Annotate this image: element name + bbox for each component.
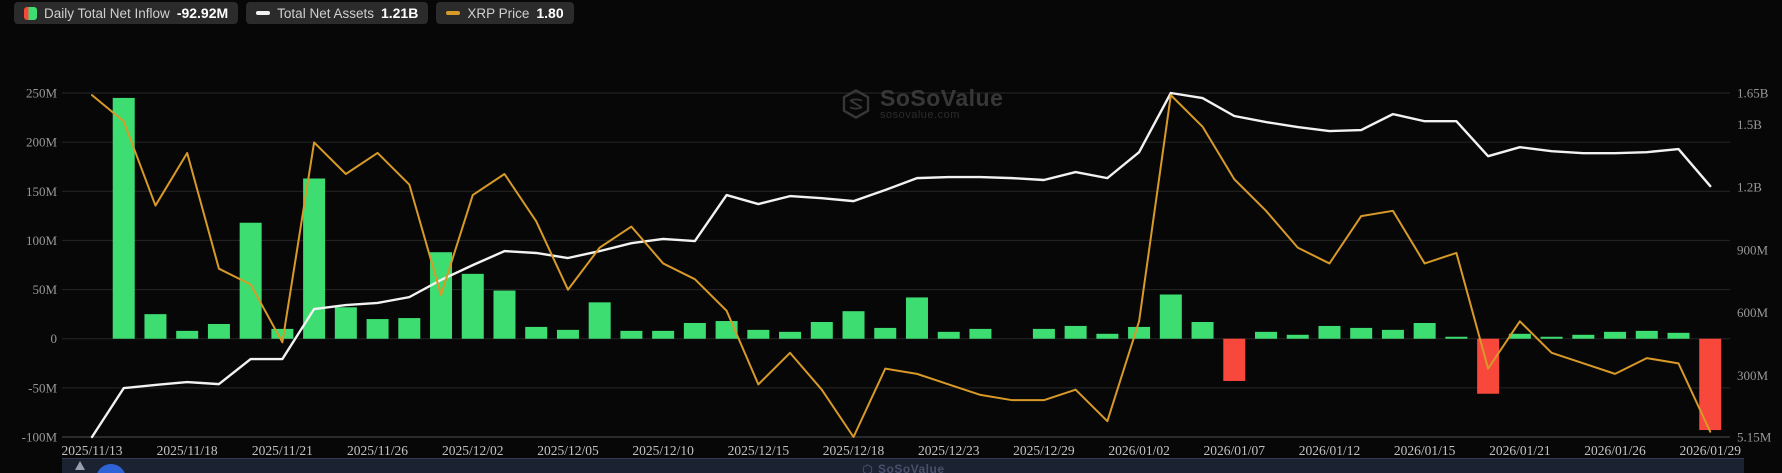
- x-axis-tick-label: 2026/01/12: [1299, 443, 1361, 458]
- x-axis-tick-label: 2025/12/29: [1013, 443, 1075, 458]
- inflow-bar[interactable]: [335, 307, 357, 338]
- legend-item-xrp-price[interactable]: XRP Price 1.80: [436, 2, 573, 24]
- inflow-bar[interactable]: [462, 274, 484, 339]
- right-axis-tick-label: 1.5B: [1737, 117, 1762, 132]
- inflow-bar[interactable]: [652, 331, 674, 339]
- inflow-bar[interactable]: [144, 314, 166, 339]
- x-axis-tick-label: 2026/01/15: [1394, 443, 1456, 458]
- left-axis-tick-label: -100M: [22, 430, 58, 445]
- x-axis-tick-label: 2025/11/26: [347, 443, 408, 458]
- left-axis-tick-label: 200M: [26, 135, 58, 150]
- inflow-bar[interactable]: [1636, 331, 1658, 339]
- x-axis-tick-label: 2026/01/07: [1204, 443, 1266, 458]
- price-dash-icon: [446, 11, 460, 15]
- inflow-bar[interactable]: [398, 318, 420, 339]
- inflow-bar[interactable]: [1572, 335, 1594, 339]
- inflow-bar[interactable]: [906, 297, 928, 338]
- inflow-bar[interactable]: [208, 324, 230, 339]
- x-axis-tick-label: 2026/01/26: [1584, 443, 1646, 458]
- strip-watermark: SoSoValue: [862, 462, 945, 473]
- legend-value: 1.21B: [381, 5, 418, 21]
- inflow-bar[interactable]: [1350, 328, 1372, 339]
- x-axis-tick-label: 2026/01/29: [1679, 443, 1741, 458]
- xrp-price-line: [92, 95, 1710, 437]
- right-axis-tick-label: 600M: [1737, 305, 1769, 320]
- assets-dash-icon: [256, 11, 270, 15]
- inflow-bar[interactable]: [1318, 326, 1340, 339]
- inflow-bar[interactable]: [493, 291, 515, 339]
- inflow-bar[interactable]: [811, 322, 833, 339]
- inflow-bar[interactable]: [113, 98, 135, 339]
- inflow-bar[interactable]: [1128, 327, 1150, 339]
- datazoom-strip[interactable]: SoSoValue: [62, 458, 1744, 473]
- inflow-bar[interactable]: [1287, 335, 1309, 339]
- legend-item-total-net-assets[interactable]: Total Net Assets 1.21B: [246, 2, 428, 24]
- right-axis-tick-label: 900M: [1737, 242, 1769, 257]
- left-axis-tick-label: 150M: [26, 184, 58, 199]
- inflow-bar[interactable]: [747, 330, 769, 339]
- x-axis-tick-label: 2025/12/23: [918, 443, 980, 458]
- x-axis-tick-label: 2025/11/13: [61, 443, 122, 458]
- left-axis-tick-label: 50M: [32, 282, 57, 297]
- inflow-bar[interactable]: [176, 331, 198, 339]
- inflow-swatch-icon: [24, 7, 37, 20]
- left-axis-tick-label: 0: [51, 331, 58, 346]
- legend-item-daily-net-inflow[interactable]: Daily Total Net Inflow -92.92M: [14, 2, 238, 24]
- x-axis-tick-label: 2025/12/02: [442, 443, 504, 458]
- inflow-bar[interactable]: [1382, 330, 1404, 339]
- inflow-bar[interactable]: [843, 311, 865, 339]
- inflow-bar[interactable]: [1541, 337, 1563, 339]
- legend-value: 1.80: [536, 5, 563, 21]
- inflow-bar[interactable]: [938, 332, 960, 339]
- inflow-bar[interactable]: [1668, 333, 1690, 339]
- inflow-bar[interactable]: [303, 179, 325, 339]
- inflow-bar[interactable]: [1065, 326, 1087, 339]
- x-axis-tick-label: 2026/01/02: [1108, 443, 1170, 458]
- right-axis-tick-label: 1.2B: [1737, 180, 1762, 195]
- datazoom-handle-icon[interactable]: [75, 461, 85, 470]
- inflow-bar[interactable]: [589, 302, 611, 338]
- inflow-bar[interactable]: [525, 327, 547, 339]
- left-axis-tick-label: 100M: [26, 233, 58, 248]
- inflow-bar[interactable]: [1096, 334, 1118, 339]
- legend-value: -92.92M: [177, 5, 228, 21]
- inflow-bar[interactable]: [620, 331, 642, 339]
- inflow-bar[interactable]: [1160, 294, 1182, 338]
- left-axis-tick-label: -50M: [28, 380, 57, 395]
- x-axis-tick-label: 2025/11/21: [252, 443, 313, 458]
- legend-label: XRP Price: [467, 6, 529, 21]
- legend-label: Total Net Assets: [277, 6, 374, 21]
- x-axis-tick-label: 2026/01/21: [1489, 443, 1551, 458]
- inflow-bar[interactable]: [1445, 337, 1467, 339]
- left-axis-tick-label: 250M: [26, 86, 58, 101]
- x-axis-tick-label: 2025/11/18: [157, 443, 218, 458]
- inflow-bar[interactable]: [684, 323, 706, 339]
- x-axis-tick-label: 2025/12/18: [823, 443, 885, 458]
- right-axis-tick-label: 1.65B: [1737, 86, 1769, 101]
- legend: Daily Total Net Inflow -92.92M Total Net…: [14, 2, 574, 24]
- inflow-bar[interactable]: [1414, 323, 1436, 339]
- right-axis-tick-label: 5.15M: [1737, 430, 1772, 445]
- inflow-bar[interactable]: [779, 332, 801, 339]
- inflow-bar[interactable]: [367, 319, 389, 339]
- x-axis-tick-label: 2025/12/10: [632, 443, 694, 458]
- inflow-bar[interactable]: [1192, 322, 1214, 339]
- right-axis-tick-label: 300M: [1737, 368, 1769, 383]
- x-axis-tick-label: 2025/12/05: [537, 443, 599, 458]
- inflow-bar[interactable]: [1255, 332, 1277, 339]
- net-assets-line: [92, 93, 1710, 437]
- inflow-bar[interactable]: [1033, 329, 1055, 339]
- inflow-bar[interactable]: [874, 328, 896, 339]
- legend-label: Daily Total Net Inflow: [44, 6, 170, 21]
- inflow-bar[interactable]: [969, 329, 991, 339]
- inflow-bar[interactable]: [557, 330, 579, 339]
- inflow-bar[interactable]: [1604, 332, 1626, 339]
- inflow-bar[interactable]: [1223, 339, 1245, 381]
- x-axis-tick-label: 2025/12/15: [728, 443, 790, 458]
- strip-watermark-text: SoSoValue: [878, 462, 945, 473]
